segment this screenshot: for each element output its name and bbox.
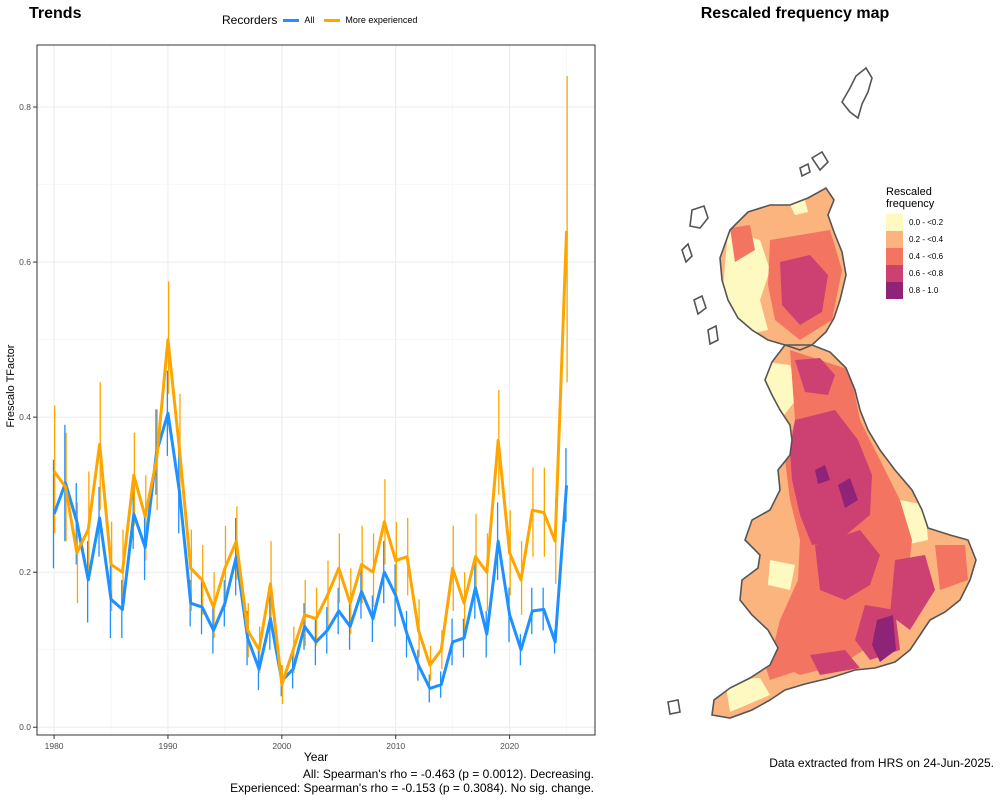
map-legend-swatch	[886, 231, 903, 248]
map-legend-swatch	[886, 265, 903, 282]
map-region-bin-3	[790, 410, 872, 545]
x-tick-label: 2000	[272, 741, 291, 751]
map-legend-row: 0.4 - <0.6	[886, 248, 943, 265]
axis-layer: 1980 1990 2000 2010 2020 0.0 0.2 0.4 0.6 0.8	[19, 44, 596, 751]
map-outline-layer	[667, 66, 977, 719]
map-region-bin-0	[768, 560, 795, 590]
map-legend-label: 0.6 - <0.8	[909, 269, 944, 278]
map-legend-title-line1: Rescaled	[886, 186, 932, 198]
island-outline	[841, 66, 873, 120]
map-region-bin-3	[810, 650, 860, 675]
island-outline	[667, 699, 681, 715]
y-tick-label: 0.6	[19, 257, 31, 267]
y-axis-label: Frescalo TFactor	[5, 344, 17, 427]
stats-all: All: Spearman's rho = -0.463 (p = 0.0012…	[302, 767, 594, 781]
series-line-experienced	[52, 231, 569, 687]
x-tick-label: 2010	[386, 741, 405, 751]
map-legend-label: 0.4 - <0.6	[909, 252, 944, 261]
trends-title: Trends	[29, 5, 82, 22]
map-legend-row: 0.2 - <0.4	[886, 231, 943, 248]
island-outline	[799, 162, 811, 178]
y-tick-label: 0.2	[19, 567, 31, 577]
x-tick-label: 2020	[500, 741, 519, 751]
legend-label-experienced: More experienced	[345, 15, 418, 25]
map-title: Rescaled frequency map	[700, 5, 890, 22]
x-axis-label: Year	[304, 750, 328, 764]
map-legend-row: 0.8 - 1.0	[886, 282, 943, 299]
y-tick-label: 0.8	[19, 102, 31, 112]
map-region-bin-4	[815, 465, 830, 484]
series-lines-layer	[52, 231, 569, 690]
map-legend-swatch	[886, 214, 903, 231]
map-fill-layer	[712, 188, 976, 718]
map-region-bin-0	[725, 678, 770, 712]
map-legend-swatch	[886, 282, 903, 299]
legend-key-all	[283, 18, 300, 22]
series-line-all	[52, 411, 569, 690]
y-tick-label: 0.4	[19, 412, 31, 422]
trend-legend: Recorders All More experienced	[222, 11, 427, 29]
x-tick-label: 1980	[45, 741, 64, 751]
legend-key-experienced	[324, 18, 341, 22]
trends-plot: 1980 1990 2000 2010 2020 0.0 0.2 0.4 0.6 0.8 Year…	[5, 44, 596, 764]
map-legend-label: 0.2 - <0.4	[909, 235, 944, 244]
island-outline	[689, 204, 709, 229]
map-region-bin-3	[815, 530, 880, 600]
map-legend-label: 0.8 - 1.0	[909, 286, 939, 295]
legend-label-all: All	[304, 15, 315, 25]
map-region-bin-2	[935, 545, 968, 590]
island-outline	[707, 324, 719, 346]
y-tick-label: 0.0	[19, 722, 31, 732]
map-legend-title-line2: frequency	[886, 198, 935, 210]
map-region-bin-2	[730, 225, 755, 262]
legend-title: Recorders	[222, 13, 278, 27]
plot-frame	[36, 44, 596, 736]
map-region-bin-3	[780, 255, 828, 325]
x-tick-label: 1990	[158, 741, 177, 751]
map-region-bin-3	[795, 358, 835, 395]
map-legend-swatch	[886, 248, 903, 265]
map-region-bin-4	[838, 478, 858, 508]
island-outline	[810, 150, 830, 172]
map-legend-label: 0.0 - <0.2	[909, 218, 944, 227]
stats-experienced: Experienced: Spearman's rho = -0.153 (p …	[230, 781, 594, 795]
map-legend: Rescaled frequency 0.0 - <0.2 0.2 - <0.4…	[886, 186, 943, 299]
stats-annotation: All: Spearman's rho = -0.463 (p = 0.0012…	[230, 767, 594, 795]
data-source-note: Data extracted from HRS on 24-Jun-2025.	[769, 756, 994, 770]
map-region-bin-0	[722, 230, 770, 335]
island-outline	[693, 294, 707, 316]
frequency-map	[667, 66, 977, 719]
map-legend-row: 0.0 - <0.2	[886, 214, 943, 231]
map-region-bin-3	[890, 555, 935, 630]
map-region-bin-4	[872, 615, 896, 662]
map-legend-title: Rescaled frequency	[886, 186, 943, 210]
island-outline	[681, 242, 693, 264]
map-legend-row: 0.6 - <0.8	[886, 265, 943, 282]
